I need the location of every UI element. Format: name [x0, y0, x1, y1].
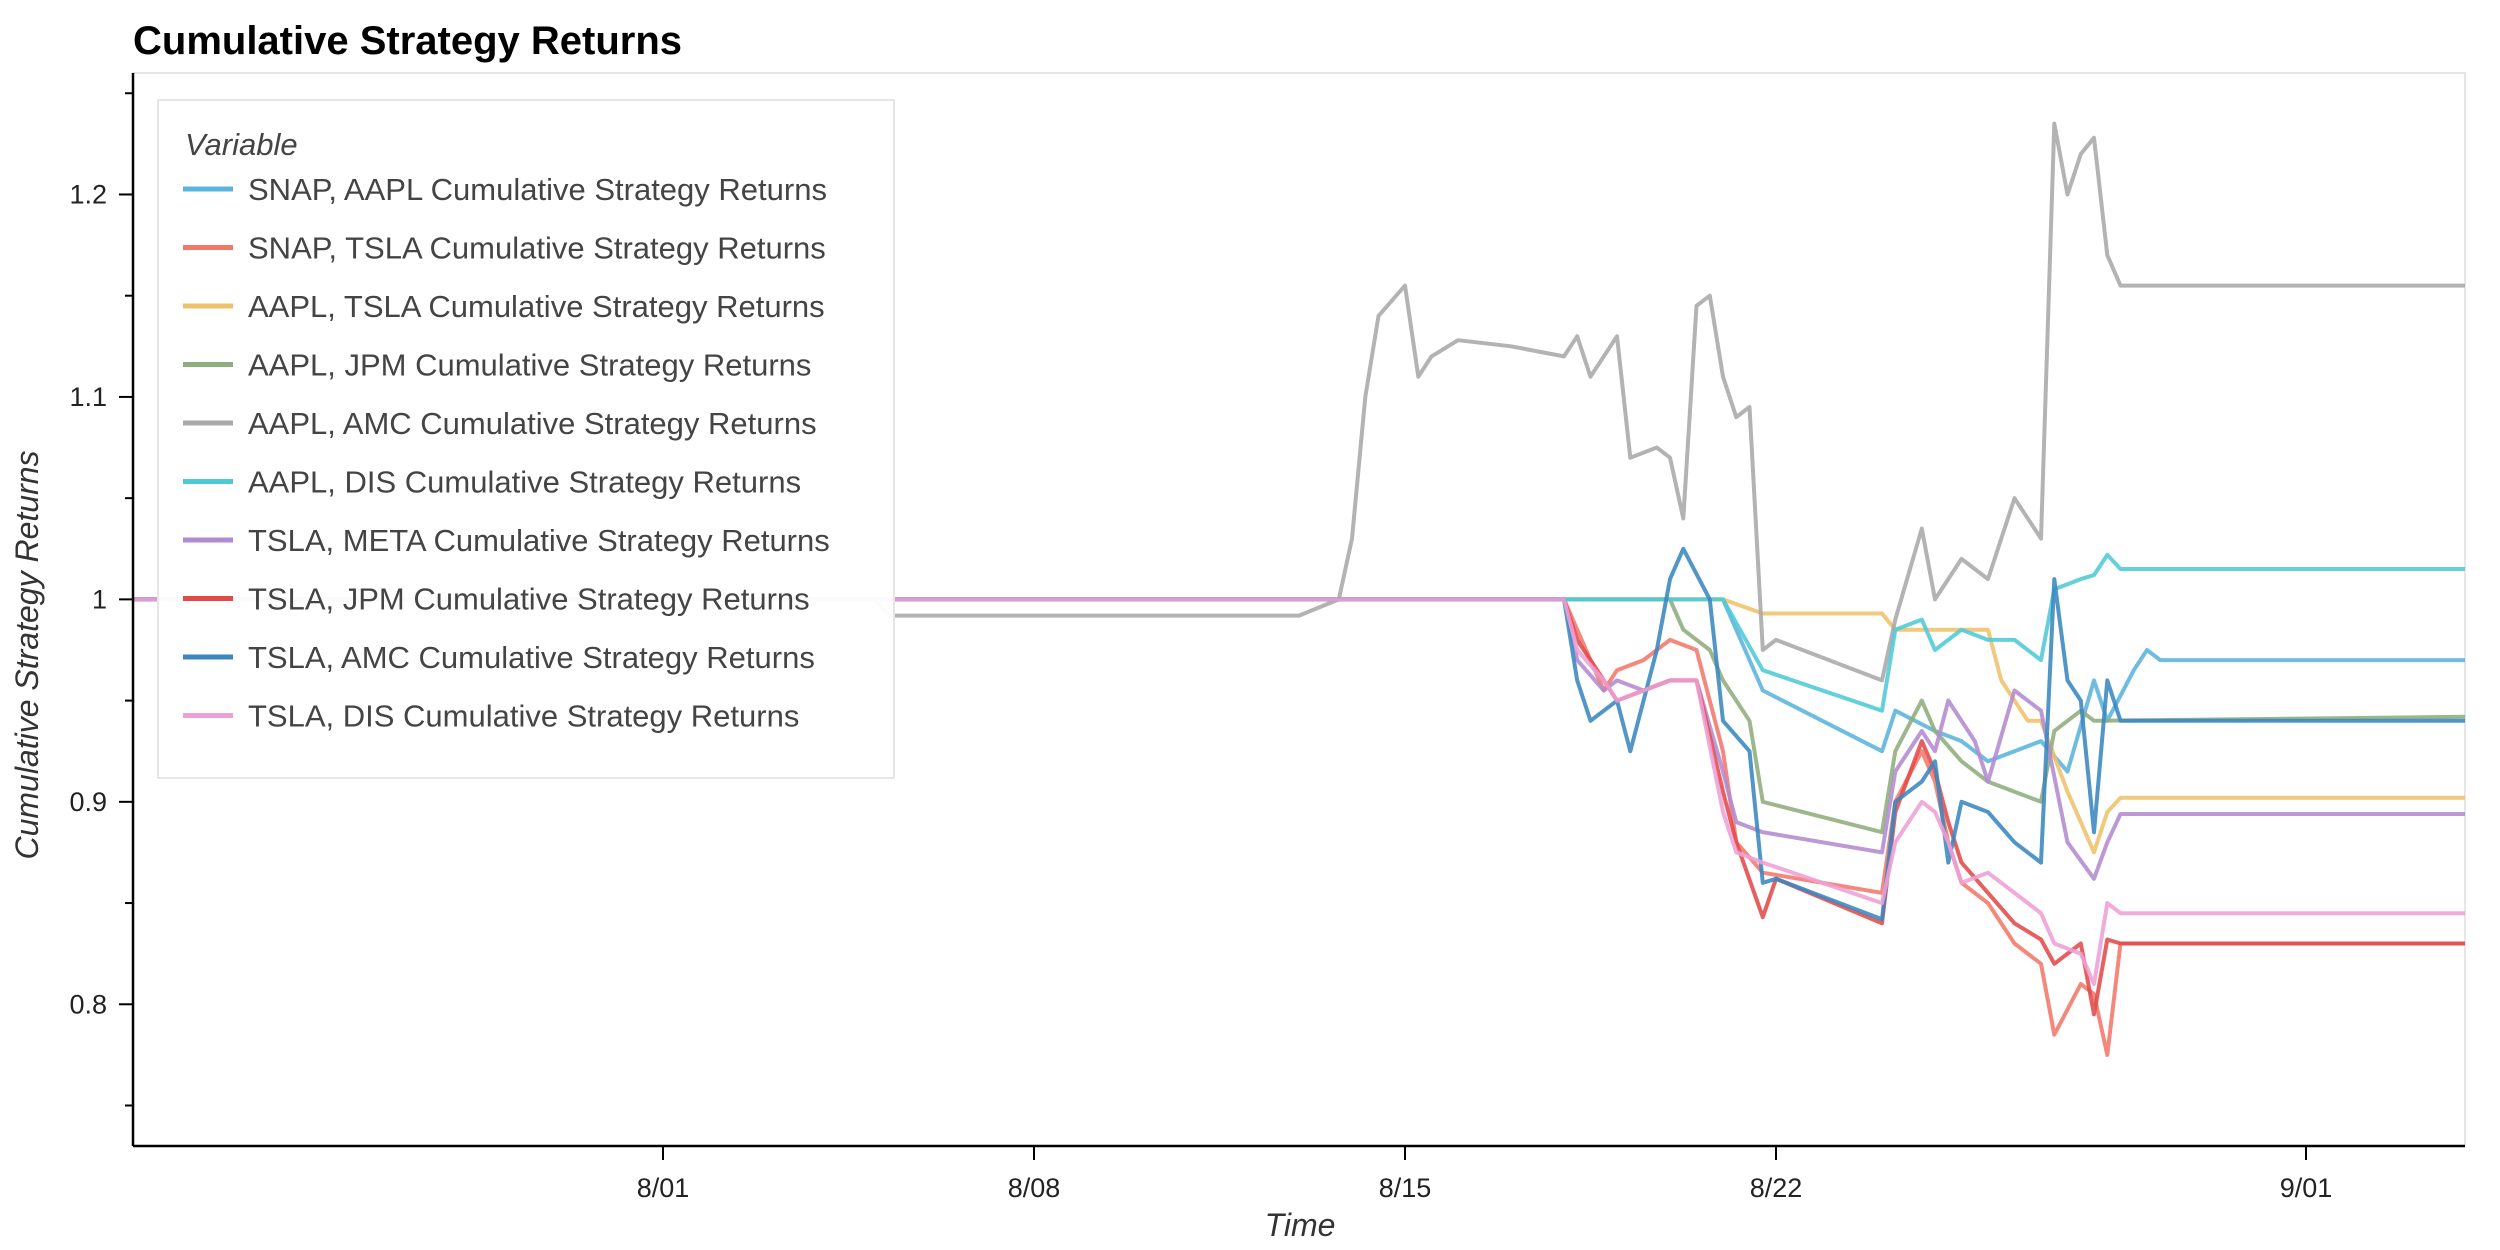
x-tick-label: 8/22 — [1750, 1173, 1803, 1203]
series-line-5 — [133, 121, 2465, 683]
legend-label: SNAP, AAPL Cumulative Strategy Returns — [248, 172, 827, 207]
legend-label: AAPL, AMC Cumulative Strategy Returns — [248, 406, 817, 441]
series-line-7 — [133, 597, 2465, 881]
legend-box — [157, 99, 895, 779]
y-tick-label: 0.9 — [69, 787, 107, 817]
legend-label: AAPL, DIS Cumulative Strategy Returns — [248, 465, 801, 500]
legend-label: TSLA, AMC Cumulative Strategy Returns — [248, 640, 815, 675]
chart-title: Cumulative Strategy Returns — [133, 19, 682, 63]
series-line-3 — [133, 597, 2465, 855]
y-axis-label: Cumulative Strategy Returns — [9, 450, 45, 859]
legend-label: SNAP, TSLA Cumulative Strategy Returns — [248, 231, 826, 266]
legend-label: AAPL, TSLA Cumulative Strategy Returns — [248, 289, 825, 324]
y-tick-label: 0.8 — [69, 989, 107, 1019]
series-line-6 — [133, 552, 2465, 713]
legend-title: Variable — [185, 127, 298, 162]
x-tick-label: 8/01 — [637, 1173, 690, 1203]
series-line-10 — [133, 597, 2465, 986]
legend-label: TSLA, DIS Cumulative Strategy Returns — [248, 699, 799, 734]
legend: Variable SNAP, AAPL Cumulative Strategy … — [157, 99, 895, 779]
series-line-4 — [133, 597, 2466, 835]
y-tick-label: 1.2 — [69, 179, 107, 209]
legend-items: SNAP, AAPL Cumulative Strategy Returns SN… — [183, 172, 830, 734]
x-tick-label: 8/15 — [1379, 1173, 1432, 1203]
x-axis-label: Time — [1265, 1207, 1336, 1243]
axis-ticks: 8/01 8/08 8/15 8/22 9/01 0.8 0.9 1 1.1 1.2 — [69, 92, 2333, 1203]
series-line-9 — [133, 546, 2465, 922]
y-tick-label: 1 — [92, 584, 107, 614]
x-tick-label: 8/08 — [1008, 1173, 1061, 1203]
legend-label: TSLA, META Cumulative Strategy Returns — [248, 523, 830, 558]
legend-label: TSLA, JPM Cumulative Strategy Returns — [248, 582, 810, 617]
legend-label: AAPL, JPM Cumulative Strategy Returns — [248, 348, 811, 383]
x-tick-label: 9/01 — [2280, 1173, 2333, 1203]
series-lines — [133, 121, 2466, 1057]
y-tick-label: 1.1 — [69, 382, 107, 412]
